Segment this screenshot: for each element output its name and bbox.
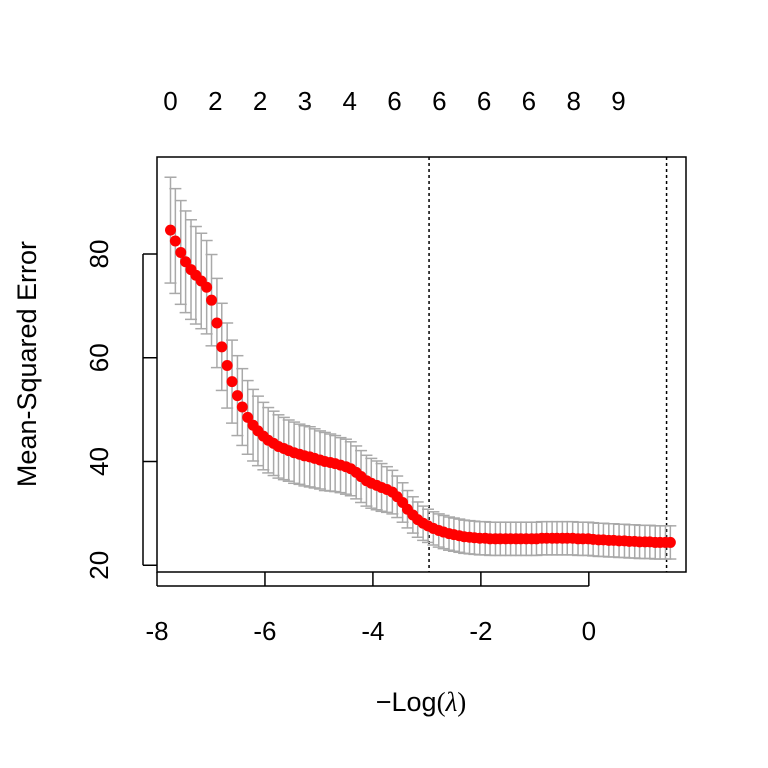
plot-frame [156,156,687,573]
top-axis-label-0: 0 [163,86,177,116]
x-axis: -8 -6 -4 -2 0 [145,572,596,646]
x-tick-label-2: -4 [361,616,384,646]
vertical-reference-lines [428,157,668,572]
x-tick-label-4: 0 [582,616,596,646]
y-axis-title: Mean-Squared Error [12,241,42,487]
data-point-0 [164,224,176,236]
x-axis-title-symbol: λ [445,687,458,717]
x-tick-label-3: -2 [469,616,492,646]
x-axis-title-open-paren: ( [437,687,446,717]
data-point-12 [226,376,238,388]
x-axis-title-prefix: −Log [376,687,437,717]
x-axis-title-close-paren: ) [457,687,466,717]
x-tick-label-1: -6 [253,616,276,646]
data-point-1 [169,235,181,247]
data-point-15 [242,411,254,423]
error-bars [164,176,677,560]
data-point-2 [175,246,187,258]
top-axis-label-7: 6 [477,86,491,116]
data-point-11 [221,360,233,372]
x-tick-label-0: -8 [145,616,168,646]
y-tick-label-2: 60 [84,343,114,372]
top-axis-label-3: 3 [298,86,312,116]
top-axis-label-9: 8 [566,86,580,116]
top-axis-label-2: 2 [253,86,267,116]
data-point-8 [206,294,218,306]
top-axis-label-10: 9 [611,86,625,116]
data-point-97 [664,536,676,548]
top-axis-label-8: 6 [522,86,536,116]
x-axis-title: −Log(λ) [376,687,467,717]
y-tick-label-1: 40 [84,447,114,476]
data-point-10 [216,341,228,353]
data-point-14 [236,401,248,413]
y-axis: 20 40 60 80 [84,240,157,580]
top-axis-label-4: 4 [342,86,356,116]
top-axis-label-1: 2 [208,86,222,116]
top-axis-label-6: 6 [432,86,446,116]
data-point-3 [180,256,192,268]
y-tick-label-0: 20 [84,551,114,580]
y-tick-label-3: 80 [84,240,114,269]
data-point-13 [231,390,243,402]
data-points [164,224,676,548]
top-axis-label-5: 6 [387,86,401,116]
data-point-9 [211,317,223,329]
data-point-7 [201,281,213,293]
